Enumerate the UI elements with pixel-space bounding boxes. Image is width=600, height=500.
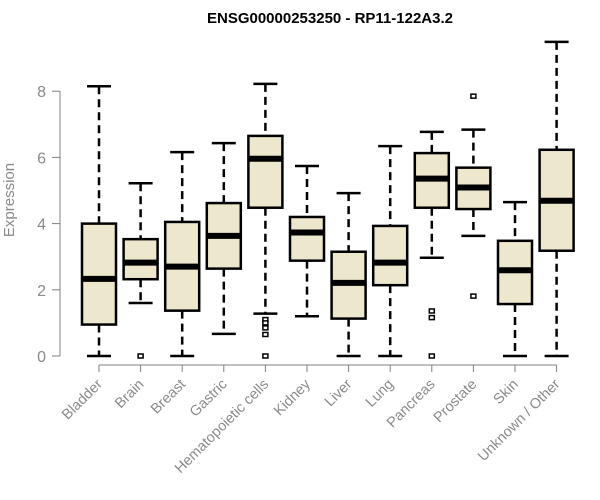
box-skin	[496, 200, 534, 358]
x-tick-label: Lung	[363, 377, 397, 411]
y-axis: 0 2 4 6 8	[37, 84, 61, 366]
outlier-point	[137, 353, 144, 359]
outlier-point	[428, 353, 436, 359]
box-lung	[371, 144, 409, 358]
outlier-point	[262, 325, 269, 331]
iqr-box	[371, 224, 409, 287]
iqr-box	[80, 222, 118, 326]
outlier-point	[470, 93, 477, 99]
outlier-point	[262, 331, 269, 338]
x-tick-label: Brain	[112, 377, 147, 412]
y-tick-label: 4	[37, 217, 46, 234]
box-liver	[330, 191, 367, 358]
box-kidney	[288, 164, 326, 318]
box-pancreas	[413, 130, 451, 359]
boxes	[80, 40, 575, 359]
box-unknown-other	[538, 40, 575, 358]
x-tick-label: Kidney	[271, 376, 314, 419]
outlier-point	[470, 293, 477, 299]
iqr-box	[288, 215, 326, 262]
outlier-point	[428, 314, 436, 321]
x-tick-label: Skin	[491, 377, 522, 408]
box-gastric	[205, 141, 243, 336]
iqr-box	[122, 237, 159, 281]
y-axis-label: Expression	[1, 163, 18, 237]
x-tick-label: Bladder	[59, 376, 106, 423]
outlier-point	[428, 308, 436, 314]
box-hematopoietic-cells	[247, 82, 284, 359]
outlier-point	[262, 320, 269, 326]
y-tick-label: 8	[37, 84, 46, 101]
outlier-point	[262, 353, 269, 359]
iqr-box	[247, 134, 284, 209]
box-brain	[122, 181, 159, 359]
box-bladder	[80, 84, 118, 358]
box-breast	[163, 150, 201, 358]
x-tick-label: Breast	[148, 377, 189, 418]
chart-title: ENSG00000253250 - RP11-122A3.2	[207, 10, 453, 27]
box-prostate	[455, 93, 492, 299]
x-tick-label: Prostate	[431, 377, 480, 426]
y-tick-label: 6	[37, 150, 46, 167]
y-tick-label: 2	[37, 283, 46, 300]
y-tick-label: 0	[37, 349, 46, 366]
x-tick-label: Liver	[322, 376, 356, 410]
